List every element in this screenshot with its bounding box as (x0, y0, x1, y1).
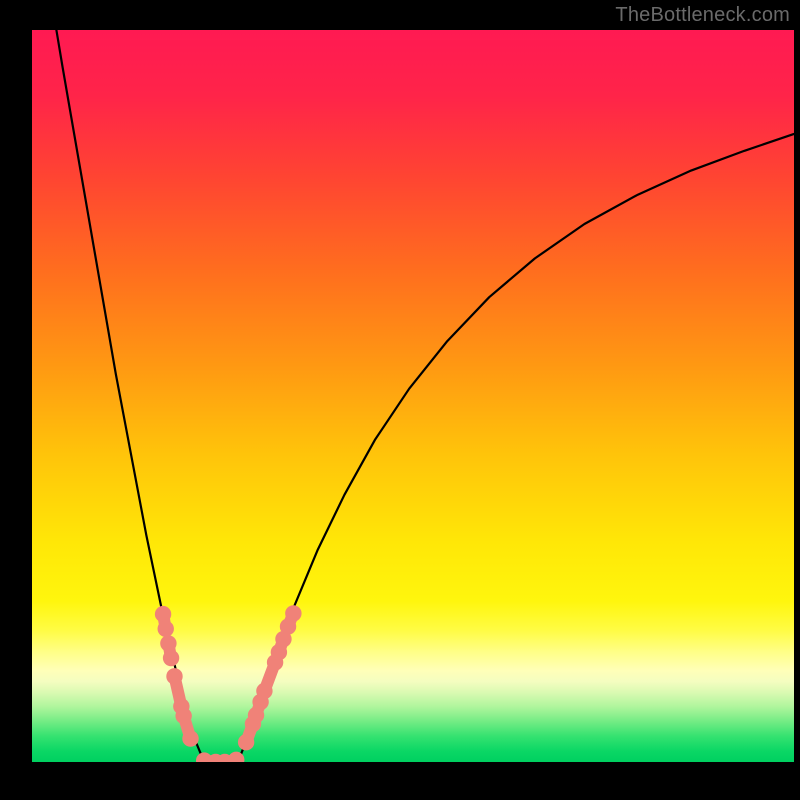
chart-svg (32, 30, 794, 762)
watermark-text: TheBottleneck.com (615, 4, 790, 27)
marker-cap (256, 683, 272, 699)
marker-cap (160, 635, 176, 651)
marker-cap (238, 734, 254, 750)
marker-cap (175, 708, 191, 724)
chart-frame: TheBottleneck.com (0, 0, 800, 800)
marker-cap (166, 668, 182, 684)
marker-cap (155, 606, 171, 622)
chart-inner (32, 30, 794, 762)
marker-cap (182, 730, 198, 746)
marker-cap (285, 605, 301, 621)
gradient-background (32, 30, 794, 762)
marker-cap (158, 621, 174, 637)
marker-cap (163, 650, 179, 666)
